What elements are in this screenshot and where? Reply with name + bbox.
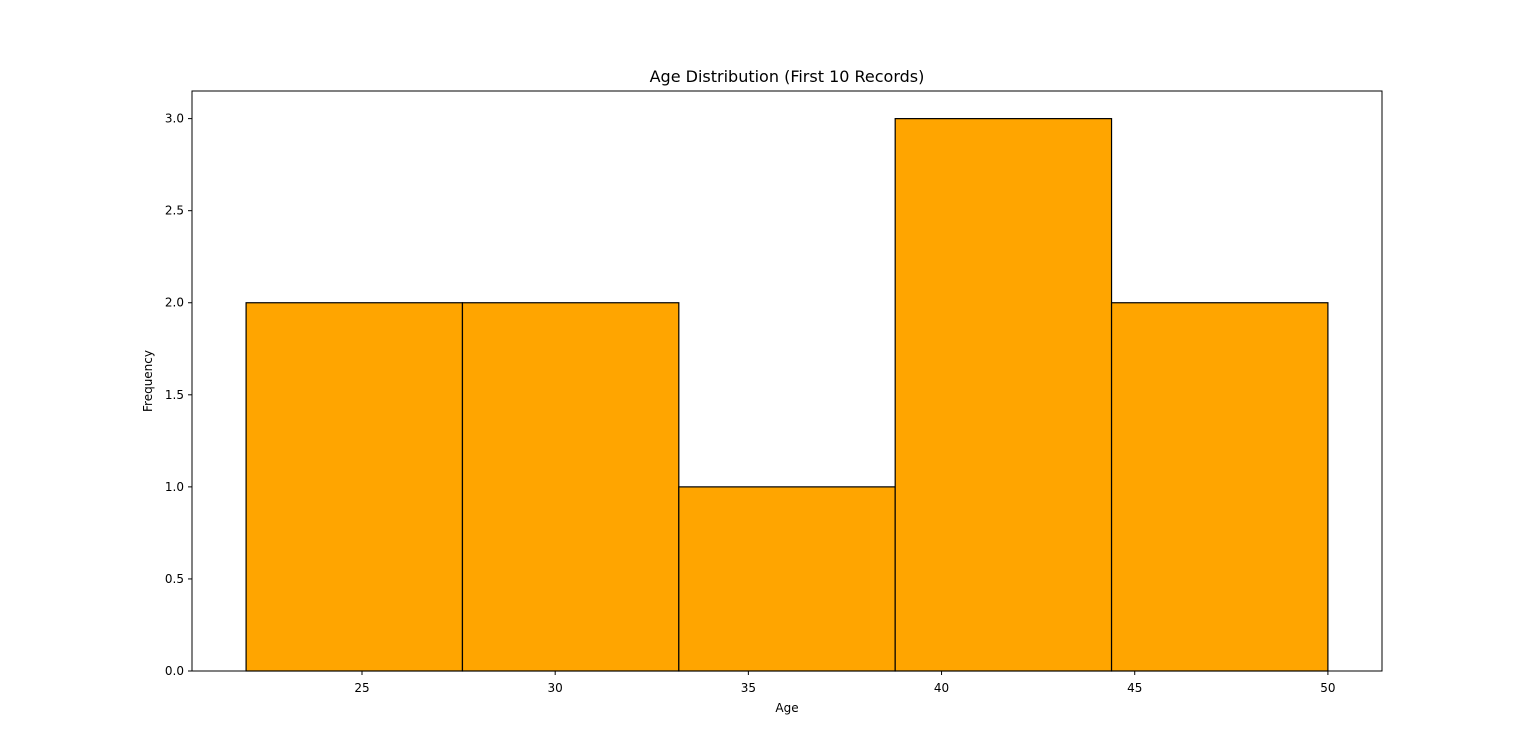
x-tick-label: 45 [1127,681,1142,695]
x-tick-label: 35 [741,681,756,695]
y-tick-label: 3.0 [165,112,184,126]
x-tick-label: 40 [934,681,949,695]
y-tick-label: 0.0 [165,664,184,678]
y-axis-label: Frequency [141,350,155,412]
axes-frame [191,90,1383,672]
y-tick-label: 1.0 [165,480,184,494]
y-tick-label: 0.5 [165,572,184,586]
histogram-bar [678,486,896,672]
x-axis-ticks: 25 30 35 40 45 50 [354,671,1336,695]
bars-layer [245,118,1329,672]
y-tick-label: 2.5 [165,204,184,218]
histogram-bar [1110,302,1329,672]
x-axis-label: Age [775,701,798,715]
x-tick-label: 25 [354,681,369,695]
y-tick-label: 2.0 [165,296,184,310]
histogram-bar [894,118,1113,672]
histogram-bar [461,302,680,672]
y-tick-label: 1.5 [165,388,184,402]
x-tick-label: 50 [1320,681,1335,695]
chart-title: Age Distribution (First 10 Records) [650,67,925,86]
x-tick-label: 30 [548,681,563,695]
histogram-bar [245,302,464,672]
y-axis-ticks: 0.0 0.5 1.0 1.5 2.0 2.5 3.0 [165,112,192,678]
